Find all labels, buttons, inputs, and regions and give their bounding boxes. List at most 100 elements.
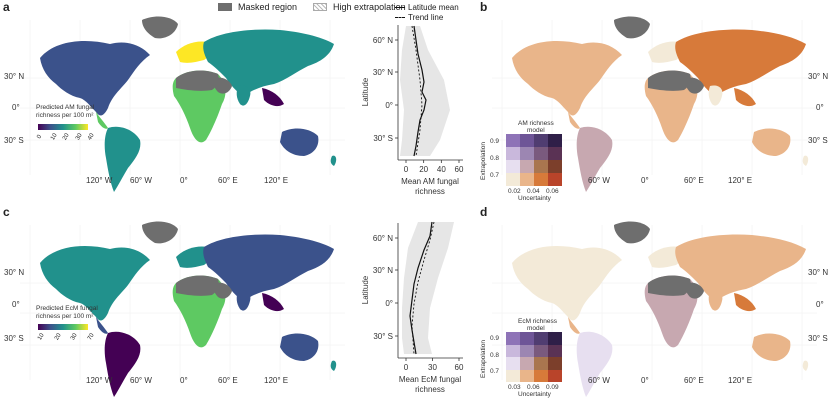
map-b-arabia <box>685 77 704 94</box>
extrapolation-swatch <box>313 3 328 11</box>
map-b-lon-0: 0° <box>641 176 649 185</box>
map-a-lat-30s: 30° S <box>4 136 24 145</box>
map-b-lat-30s: 30° S <box>808 136 828 145</box>
biv-b-cell <box>534 134 548 147</box>
map-b-europe <box>648 41 683 63</box>
map-c-colorbar <box>38 324 88 330</box>
map-a-lon-60w: 60° W <box>130 176 152 185</box>
map-b-northAmerica <box>512 40 622 116</box>
lat-plot-am-mean-line <box>413 25 427 157</box>
biv-b-cell <box>534 173 548 186</box>
biv-b-cell <box>520 160 534 173</box>
biv-b-title-2: model <box>527 127 545 134</box>
lat-legend-mean: Latitude mean <box>395 3 459 13</box>
map-a-lat-0: 0° <box>12 103 20 112</box>
map-b-india <box>708 85 723 106</box>
map-c-lat-0: 0° <box>12 300 20 309</box>
biv-b-cell <box>520 147 534 160</box>
lat-plot-ecm-y-tick-label: 60° N <box>373 234 393 243</box>
lat-plot-am-x-label-1: Mean AM fungal <box>401 177 459 186</box>
map-c-lon-0: 0° <box>180 376 188 385</box>
map-a-centralAm <box>96 112 108 129</box>
map-d-lon-60e: 60° E <box>684 376 704 385</box>
masked-region-label: Masked region <box>238 2 298 12</box>
lat-plot-am-x-tick-label: 20 <box>419 165 428 174</box>
lat-plot-am-x-tick-label: 0 <box>404 165 409 174</box>
map-a-australia <box>280 128 319 156</box>
biv-b-ylabel: Extrapolation <box>480 142 487 180</box>
map-b-asia <box>675 29 806 96</box>
masked-region-swatch <box>218 3 232 11</box>
biv-b-cell <box>506 134 520 147</box>
biv-b-ytick-1: 0.9 <box>490 138 500 145</box>
map-c-southAmerica <box>104 331 141 397</box>
biv-b-xtick-1: 0.02 <box>508 188 521 195</box>
map-c-lon-120e: 120° E <box>264 376 289 385</box>
lat-legend-trend: Trend line <box>395 13 459 23</box>
biv-d-xtick-1: 0.03 <box>508 384 521 391</box>
map-c-lat-30s: 30° S <box>4 334 24 343</box>
map-a-cbar-title-1: Predicted AM fungal <box>36 104 95 111</box>
lat-plot-ecm-y-tick-label: 0° <box>385 299 393 308</box>
lat-plot-am-x-tick-label: 40 <box>437 165 446 174</box>
map-b-lon-60e: 60° E <box>684 176 704 185</box>
map-d-greenland <box>614 221 650 244</box>
map-a-lon-0: 0° <box>180 176 188 185</box>
lat-plot-ecm: 60° N 30° N 0° 30° S 0 30 60 Latitude Mean EcM f… <box>361 221 464 394</box>
map-a-seAsia <box>262 88 284 107</box>
map-b-lat-0: 0° <box>816 103 824 112</box>
biv-d-cell <box>506 369 520 382</box>
lat-plot-ecm-x-tick-label: 0 <box>404 363 409 372</box>
map-am-uncertainty <box>492 16 817 192</box>
biv-d-grid <box>506 332 562 382</box>
lat-plot-am-y-label: Latitude <box>361 77 370 106</box>
map-a-southAmerica <box>104 126 141 192</box>
biv-b-grid <box>506 134 562 186</box>
map-d-europe <box>648 246 683 268</box>
map-a-colorbar-tick: 20 <box>62 132 71 142</box>
map-c-lon-60w: 60° W <box>130 376 152 385</box>
lat-plot-ecm-y-tick-label: 30° N <box>373 266 393 275</box>
biv-d-cell <box>534 357 548 370</box>
extrapolation-label: High extrapolation <box>333 2 406 12</box>
lat-plot-legend: Latitude mean Trend line <box>395 3 459 23</box>
map-c-colorbar-tick: 20 <box>53 332 63 342</box>
map-c-india <box>236 290 251 311</box>
biv-b-ytick-3: 0.7 <box>490 172 500 179</box>
biv-b-cell <box>534 160 548 173</box>
map-b-southAmerica <box>576 126 613 192</box>
map-c-arabia <box>213 282 232 299</box>
panel-a-letter: a <box>3 0 10 14</box>
map-c-colorbar-tick: 10 <box>37 332 46 342</box>
map-a-lat-30n: 30° N <box>4 72 25 81</box>
map-c-lon-120w: 120° W <box>86 376 113 385</box>
biv-b-cell <box>548 134 562 147</box>
map-a-asia <box>203 29 334 96</box>
biv-d-cell <box>520 332 534 345</box>
biv-b-cell <box>520 134 534 147</box>
biv-d-cell <box>548 332 562 345</box>
map-d-lat-30s: 30° S <box>808 334 828 343</box>
map-c-sahara <box>176 275 219 296</box>
map-d-seAsia <box>734 293 756 312</box>
biv-b-cell <box>548 147 562 160</box>
biv-d-ytick-1: 0.9 <box>490 335 500 342</box>
map-d-lon-0: 0° <box>641 376 649 385</box>
map-d-lat-0: 0° <box>816 300 824 309</box>
panel-d-letter: d <box>480 205 488 219</box>
lat-plot-ecm-x-label-1: Mean EcM fungal <box>399 375 461 384</box>
biv-d-cell <box>534 332 548 345</box>
lat-plot-am-y-tick-label: 0° <box>385 101 393 110</box>
map-a-greenland <box>142 16 178 39</box>
map-a-cbar-title-2: richness per 100 m² <box>36 112 94 119</box>
map-ecm-richness <box>20 221 345 397</box>
lat-plot-am-band <box>400 26 450 156</box>
map-c-nz <box>330 360 337 371</box>
map-b-lat-30n: 30° N <box>808 72 829 81</box>
biv-d-cell <box>534 369 548 382</box>
biv-b-cell <box>520 173 534 186</box>
lat-legend-mean-label: Latitude mean <box>408 3 459 12</box>
biv-d-cell <box>520 357 534 370</box>
lat-plot-am-x-tick-label: 60 <box>455 165 464 174</box>
map-d-northAmerica <box>512 245 622 321</box>
